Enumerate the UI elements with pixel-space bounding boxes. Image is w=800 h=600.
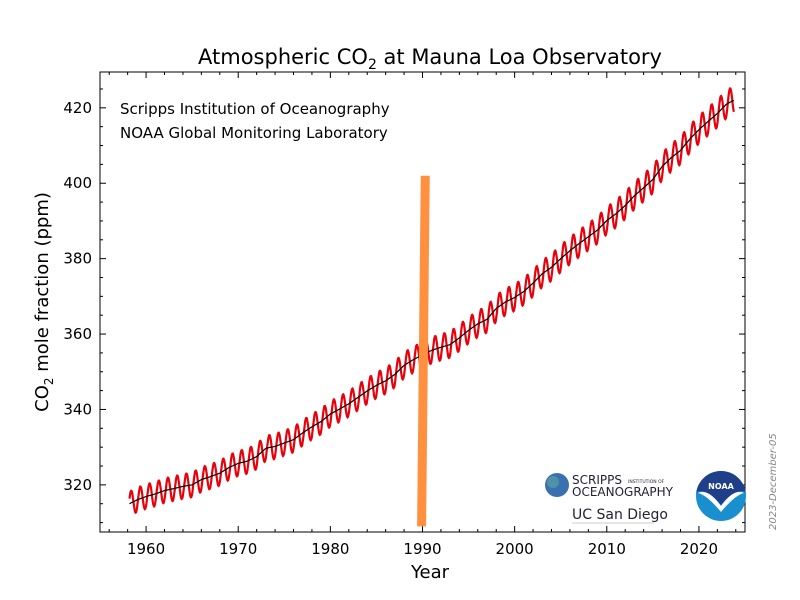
svg-text:UC San Diego: UC San Diego: [572, 507, 668, 523]
scripps-logo: SCRIPPS INSTITUTION OF OCEANOGRAPHY UC S…: [545, 473, 674, 524]
date-stamp: 2023-December-05: [768, 433, 779, 530]
noaa-logo: NOAA: [696, 471, 746, 521]
svg-text:INSTITUTION OF: INSTITUTION OF: [628, 479, 665, 485]
x-tick-label: 2020: [680, 540, 718, 558]
svg-text:OCEANOGRAPHY: OCEANOGRAPHY: [572, 485, 674, 499]
svg-text:NOAA: NOAA: [708, 482, 734, 491]
y-tick-label: 400: [63, 174, 92, 192]
y-tick-label: 360: [63, 325, 92, 343]
x-tick-label: 1980: [311, 540, 349, 558]
x-tick-label: 1960: [127, 540, 165, 558]
tick-labels: 1960 1970 1980 1990 2000 2010 2020 320 3…: [63, 99, 718, 558]
y-tick-label: 380: [63, 250, 92, 268]
x-tick-label: 2010: [588, 540, 626, 558]
annotation-scripps: Scripps Institution of Oceanography: [120, 100, 390, 118]
trend-co2-line: [129, 99, 735, 505]
orange-overlay-bar: [417, 175, 430, 527]
y-tick-label: 420: [63, 99, 92, 117]
svg-text:SCRIPPS: SCRIPPS: [572, 473, 622, 487]
y-axis-label: CO2 mole fraction (ppm): [32, 192, 56, 412]
x-tick-label: 1990: [403, 540, 441, 558]
x-axis-label: Year: [410, 562, 450, 583]
annotation-noaa: NOAA Global Monitoring Laboratory: [120, 124, 388, 142]
monthly-co2-line: [128, 87, 735, 515]
plot-frame: [99, 71, 746, 533]
x-tick-label: 1970: [219, 540, 257, 558]
chart-title: Atmospheric CO2 at Mauna Loa Observatory: [198, 45, 662, 73]
x-tick-label: 2000: [496, 540, 534, 558]
y-tick-label: 340: [63, 400, 92, 418]
y-tick-label: 320: [63, 476, 92, 494]
